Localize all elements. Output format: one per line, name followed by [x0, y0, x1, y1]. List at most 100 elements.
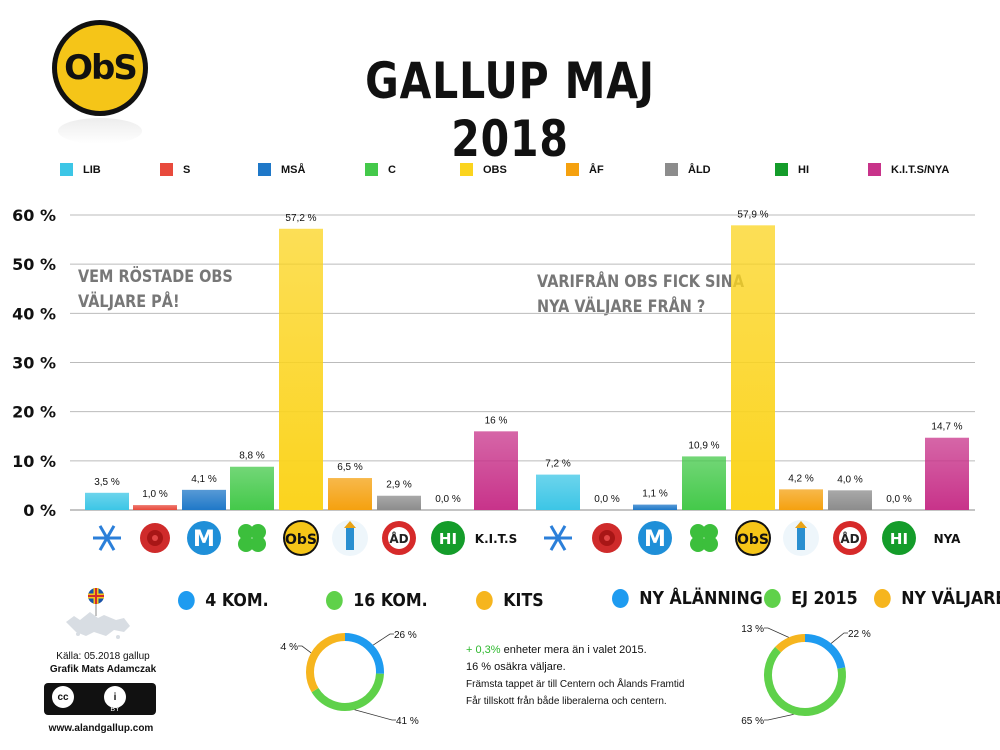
legend-dot-ny-valjare: [874, 589, 891, 608]
legend-dot-ej-2015: [764, 589, 781, 608]
bar-left-s: [133, 505, 177, 510]
party-icon-left-6: ÅD: [382, 521, 416, 555]
note-right: VARIFRÅN OBS FICK SINA NYA VÄLJARE FRÅN …: [537, 270, 744, 320]
party-icon-right-0: [544, 525, 572, 551]
info-change-value: + 0,3%: [466, 644, 501, 656]
note-left-line-2: VÄLJARE PÅ!: [78, 292, 180, 312]
donut-value-label: 26 %: [394, 630, 417, 641]
source-line-1: Källa: 05.2018 gallup: [56, 651, 150, 662]
party-icon-right-8: NYA: [934, 532, 962, 546]
legend-label: MSÅ: [281, 163, 306, 176]
party-icon-left-7: HI: [431, 521, 465, 555]
donut-leader-line: [830, 632, 848, 644]
legend-label-4kom: 4 KOM.: [205, 590, 269, 611]
party-icon-right-1: [592, 523, 622, 553]
bar-value-label: 2,9 %: [386, 480, 412, 491]
bar-right-obs: [731, 225, 775, 510]
svg-text:HI: HI: [439, 530, 457, 548]
donut-slice: [344, 633, 384, 674]
legend-label-16kom: 16 KOM.: [353, 590, 428, 611]
donut-value-label: 41 %: [396, 716, 419, 727]
bar-value-label: 57,9 %: [737, 209, 768, 220]
legend-ej-2015: EJ 2015: [764, 588, 861, 609]
legend-item-3: C: [365, 163, 396, 176]
bar-left-c: [230, 466, 274, 510]
attribution-icon: i: [104, 686, 126, 708]
bar-right-nya: [925, 437, 969, 510]
legend-kits: KITS: [476, 590, 555, 611]
svg-text:HI: HI: [890, 530, 908, 548]
svg-text:ÅD: ÅD: [840, 531, 859, 546]
bar-left-mså: [182, 489, 226, 510]
party-icon-right-5: [783, 520, 819, 556]
legend-ny-alanning: NY ÅLÄNNING: [612, 588, 763, 609]
legend-swatch: [460, 163, 473, 176]
bar-value-label: 10,9 %: [688, 440, 719, 451]
y-tick-label: 20 %: [12, 403, 56, 422]
legend-item-8: K.I.T.S/NYA: [868, 163, 949, 176]
legend-swatch: [868, 163, 881, 176]
party-icon-left-5: [332, 520, 368, 556]
party-icon-left-3: [238, 524, 266, 552]
legend-item-6: ÅLD: [665, 163, 711, 176]
donut-slice: [775, 634, 806, 653]
bar-value-label: 4,0 %: [837, 474, 863, 485]
legend-label: LIB: [83, 163, 101, 176]
y-tick-label: 10 %: [12, 452, 56, 471]
legend-dot-kits: [476, 591, 493, 610]
bar-value-label: 6,5 %: [337, 462, 363, 473]
bar-left-k.i.t.s: [474, 431, 518, 510]
bar-value-label: 57,2 %: [285, 213, 316, 224]
donut-left-legend: 4 KOM. 16 KOM. KITS: [178, 590, 566, 611]
legend-label-ny-alanning: NY ÅLÄNNING: [639, 588, 763, 609]
legend-label-ej-2015: EJ 2015: [791, 588, 858, 609]
bar-value-label: 0,0 %: [886, 494, 912, 505]
svg-text:M: M: [193, 527, 215, 552]
note-right-line-2: NYA VÄLJARE FRÅN ?: [537, 297, 706, 317]
legend-dot-4kom: [178, 591, 195, 610]
bar-right-lib: [536, 474, 580, 510]
legend-swatch: [775, 163, 788, 176]
y-tick-label: 40 %: [12, 304, 56, 323]
obs-logo-text: ObS: [57, 25, 143, 111]
bar-value-label: 1,1 %: [642, 489, 668, 500]
info-line-4: Får tillskott från både liberalerna och …: [466, 696, 667, 707]
bar-right-åf: [779, 489, 823, 510]
bar-left-åf: [328, 478, 372, 510]
legend-item-4: OBS: [460, 163, 507, 176]
y-tick-label: 30 %: [12, 354, 56, 373]
legend-label: ÅF: [589, 163, 604, 176]
legend-4kom: 4 KOM.: [178, 590, 308, 611]
cc-by-label: BY: [110, 706, 120, 713]
info-change: + 0,3% enheter mera än i valet 2015.: [466, 642, 706, 659]
y-tick-label: 60 %: [12, 206, 56, 225]
legend-swatch: [365, 163, 378, 176]
legend-dot-16kom: [326, 591, 343, 610]
donut-right: 22 % 65 % 13 %: [741, 624, 871, 727]
party-icon-right-3: [690, 524, 718, 552]
party-icon-right-4: ObS: [735, 520, 771, 556]
bar-right-c: [682, 456, 726, 510]
legend-label-kits: KITS: [503, 590, 544, 611]
bar-value-label: 4,1 %: [191, 474, 217, 485]
legend-swatch: [665, 163, 678, 176]
party-icon-left-0: [93, 525, 121, 551]
svg-text:NYA: NYA: [934, 532, 962, 546]
svg-text:M: M: [644, 527, 666, 552]
svg-text:ObS: ObS: [737, 532, 769, 548]
svg-text:ObS: ObS: [285, 532, 317, 548]
donut-leader-line: [764, 627, 789, 638]
note-left-line-1: VEM RÖSTADE OBS: [78, 267, 233, 287]
legend-label-ny-valjare: NY VÄLJARE: [901, 588, 1000, 609]
bar-value-label: 3,5 %: [94, 477, 120, 488]
svg-text:K.I.T.S: K.I.T.S: [475, 532, 517, 546]
bar-chart: 0 % 10 % 20 % 30 % 40 % 50 % 60 % 3,5 % 1,0 % 4,…: [12, 206, 975, 556]
logo-reflection: [58, 118, 142, 144]
bar-left-åld: [377, 495, 421, 510]
donut-value-label: 13 %: [741, 624, 764, 635]
bar-value-label: 8,8 %: [239, 451, 265, 462]
party-icon-left-1: [140, 523, 170, 553]
cc-by-badge: cc i BY: [44, 683, 156, 715]
website-link[interactable]: www.alandgallup.com: [48, 723, 154, 734]
party-icon-left-2: M: [187, 521, 221, 555]
